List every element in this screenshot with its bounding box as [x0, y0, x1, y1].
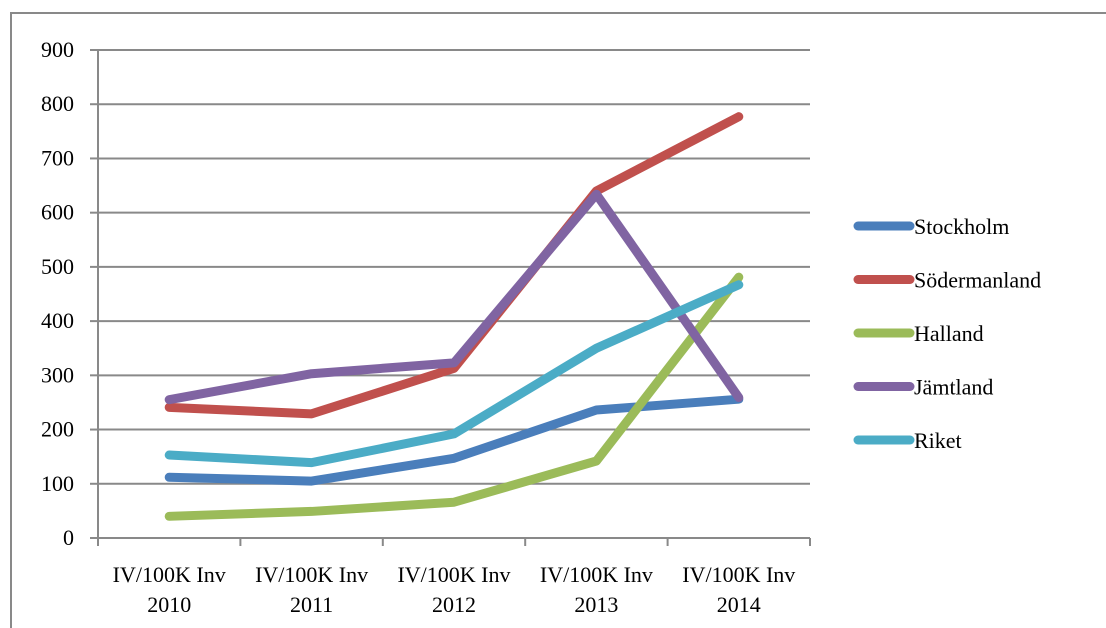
x-tick-label-line: 2013: [574, 592, 618, 617]
x-tick-label-line: IV/100K Inv: [397, 562, 510, 587]
y-tick-label: 200: [41, 417, 74, 442]
x-tick-label: IV/100K Inv 2014: [682, 562, 795, 617]
y-tick-label: 500: [41, 254, 74, 279]
legend-label: Stockholm: [914, 214, 1009, 239]
y-tick-label: 300: [41, 362, 74, 387]
x-tick-label-line: IV/100K Inv: [682, 562, 795, 587]
legend-entry: Jämtland: [858, 375, 993, 400]
x-tick-label-line: 2011: [290, 592, 333, 617]
x-tick-label-line: IV/100K Inv: [540, 562, 653, 587]
legend-label: Halland: [914, 321, 984, 346]
x-tick-label: IV/100K Inv 2013: [540, 562, 653, 617]
y-tick-label: 600: [41, 200, 74, 225]
legend-label: Södermanland: [914, 268, 1041, 293]
legend-entry: Södermanland: [858, 268, 1041, 293]
x-tick-label-line: 2014: [717, 592, 761, 617]
x-tick-label-line: IV/100K Inv: [113, 562, 226, 587]
legend-entry: Riket: [858, 428, 962, 453]
y-tick-label: 400: [41, 308, 74, 333]
series-lines: [169, 117, 739, 517]
x-tick-label: IV/100K Inv 2011: [255, 562, 368, 617]
series-line-södermanland: [169, 117, 739, 414]
legend-entry: Halland: [858, 321, 984, 346]
x-tick-label-line: 2010: [147, 592, 191, 617]
y-tick-label: 700: [41, 145, 74, 170]
y-tick-label: 100: [41, 471, 74, 496]
y-tick-label: 900: [41, 37, 74, 62]
legend-label: Riket: [914, 428, 962, 453]
legend-entry: Stockholm: [858, 214, 1009, 239]
legend: Stockholm Södermanland Halland Jämtland Rike…: [858, 214, 1041, 453]
y-tick-label: 800: [41, 91, 74, 116]
legend-label: Jämtland: [914, 375, 993, 400]
x-tick-label-line: IV/100K Inv: [255, 562, 368, 587]
x-tick-label: IV/100K Inv 2010: [113, 562, 226, 617]
y-tick-label: 0: [63, 525, 74, 550]
y-axis-tick-labels: 0 100 200 300 400 500 600 700 800 900: [41, 37, 74, 550]
x-tick-label: IV/100K Inv 2012: [397, 562, 510, 617]
x-tick-label-line: 2012: [432, 592, 476, 617]
gridlines: [98, 50, 810, 484]
series-line-riket: [169, 285, 739, 463]
